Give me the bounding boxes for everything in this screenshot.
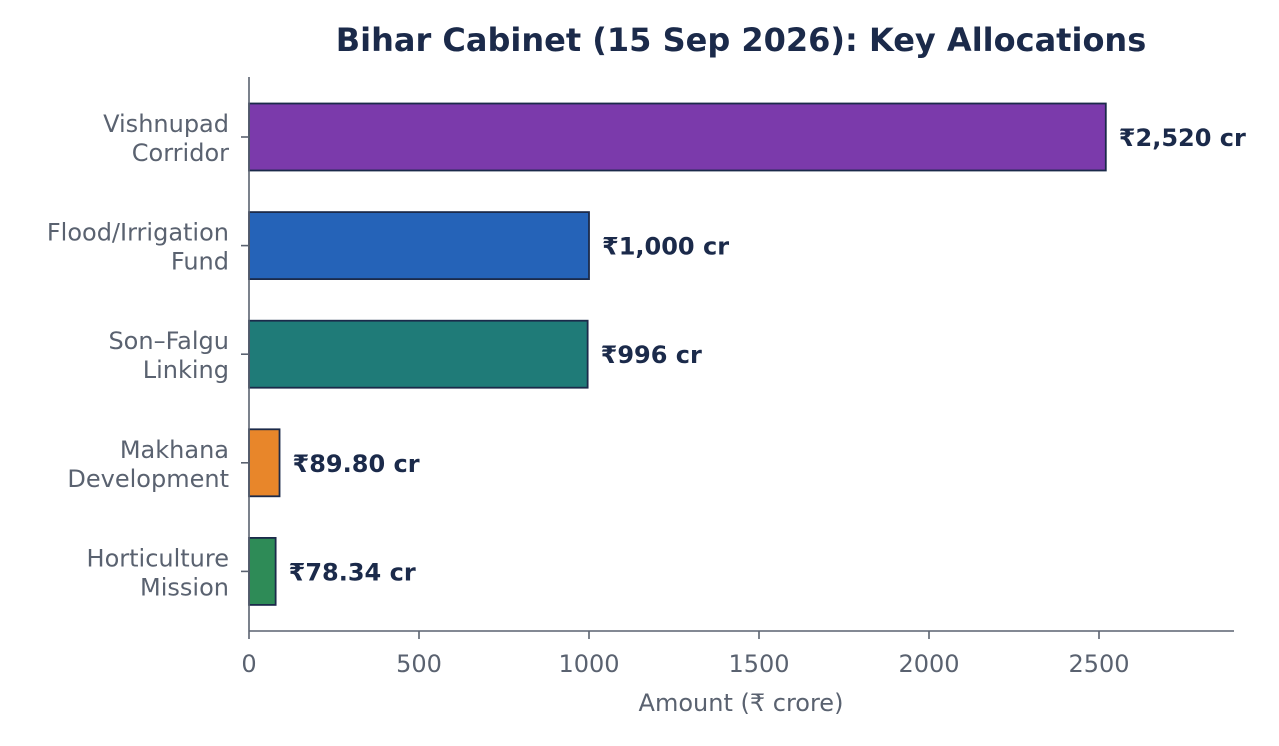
data-label-son-falgu-linking: ₹996 cr <box>601 341 702 369</box>
category-label-flood-irrigation-fund: Flood/Irrigation Fund <box>47 219 229 276</box>
x-ticks-group: 0 500 1000 1500 2000 2500 <box>241 631 1130 678</box>
category-label-line: Son–Falgu <box>108 327 229 355</box>
x-tick-label-500: 500 <box>396 650 442 678</box>
data-label-makhana-development: ₹89.80 cr <box>293 450 420 478</box>
category-label-line: Fund <box>171 248 229 276</box>
bar-vishnupad-corridor <box>248 102 1107 172</box>
data-label-flood-irrigation-fund: ₹1,000 cr <box>602 233 729 261</box>
bars-group <box>248 102 1107 606</box>
category-label-line: Horticulture <box>87 544 229 572</box>
category-label-line: Corridor <box>132 139 229 167</box>
category-label-makhana-development: Makhana Development <box>67 436 229 493</box>
x-tick-label-1500: 1500 <box>728 650 789 678</box>
category-label-line: Vishnupad <box>103 110 229 138</box>
data-labels-group: ₹2,520 cr ₹1,000 cr ₹996 cr ₹89.80 cr ₹78.34… <box>289 124 1246 586</box>
bar-son-falgu-linking <box>248 319 589 389</box>
category-label-line: Development <box>67 465 229 493</box>
category-label-son-falgu-linking: Son–Falgu Linking <box>108 327 229 384</box>
category-label-line: Makhana <box>120 436 229 464</box>
data-label-vishnupad-corridor: ₹2,520 cr <box>1119 124 1246 152</box>
bar-makhana-development <box>248 428 281 498</box>
x-axis-label: Amount (₹ crore) <box>639 689 844 717</box>
x-tick-label-1000: 1000 <box>558 650 619 678</box>
bar-flood-irrigation-fund <box>248 211 590 281</box>
category-label-line: Mission <box>140 573 229 601</box>
x-tick-label-0: 0 <box>241 650 256 678</box>
bar-horticulture-mission <box>248 537 277 606</box>
x-tick-label-2000: 2000 <box>898 650 959 678</box>
chart-title: Bihar Cabinet (15 Sep 2026): Key Allocat… <box>336 21 1147 59</box>
category-label-line: Flood/Irrigation <box>47 219 229 247</box>
category-label-vishnupad-corridor: Vishnupad Corridor <box>103 110 229 167</box>
data-label-horticulture-mission: ₹78.34 cr <box>289 558 416 586</box>
category-labels-group: Vishnupad Corridor Flood/Irrigation Fund Son… <box>47 110 249 601</box>
x-tick-label-2500: 2500 <box>1068 650 1129 678</box>
category-label-horticulture-mission: Horticulture Mission <box>87 544 229 601</box>
category-label-line: Linking <box>143 356 229 384</box>
